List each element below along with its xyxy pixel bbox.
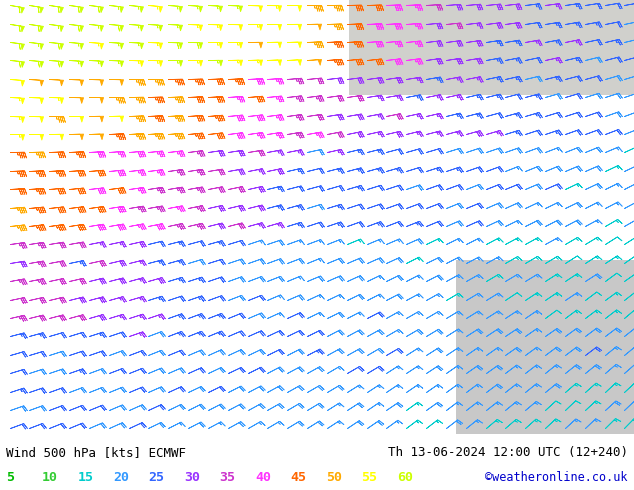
Polygon shape (349, 0, 634, 96)
Text: 25: 25 (148, 471, 164, 484)
Text: ©weatheronline.co.uk: ©weatheronline.co.uk (485, 471, 628, 484)
Text: 15: 15 (77, 471, 93, 484)
Text: 50: 50 (326, 471, 342, 484)
Text: Th 13-06-2024 12:00 UTC (12+240): Th 13-06-2024 12:00 UTC (12+240) (387, 446, 628, 459)
Text: 55: 55 (361, 471, 377, 484)
Text: 20: 20 (113, 471, 129, 484)
Text: 35: 35 (219, 471, 235, 484)
Text: 30: 30 (184, 471, 200, 484)
Text: 5: 5 (6, 471, 15, 484)
Text: Wind 500 hPa [kts] ECMWF: Wind 500 hPa [kts] ECMWF (6, 446, 186, 459)
Polygon shape (456, 260, 634, 434)
Text: 10: 10 (42, 471, 58, 484)
Text: 40: 40 (255, 471, 271, 484)
Text: 45: 45 (290, 471, 306, 484)
Text: 60: 60 (397, 471, 413, 484)
